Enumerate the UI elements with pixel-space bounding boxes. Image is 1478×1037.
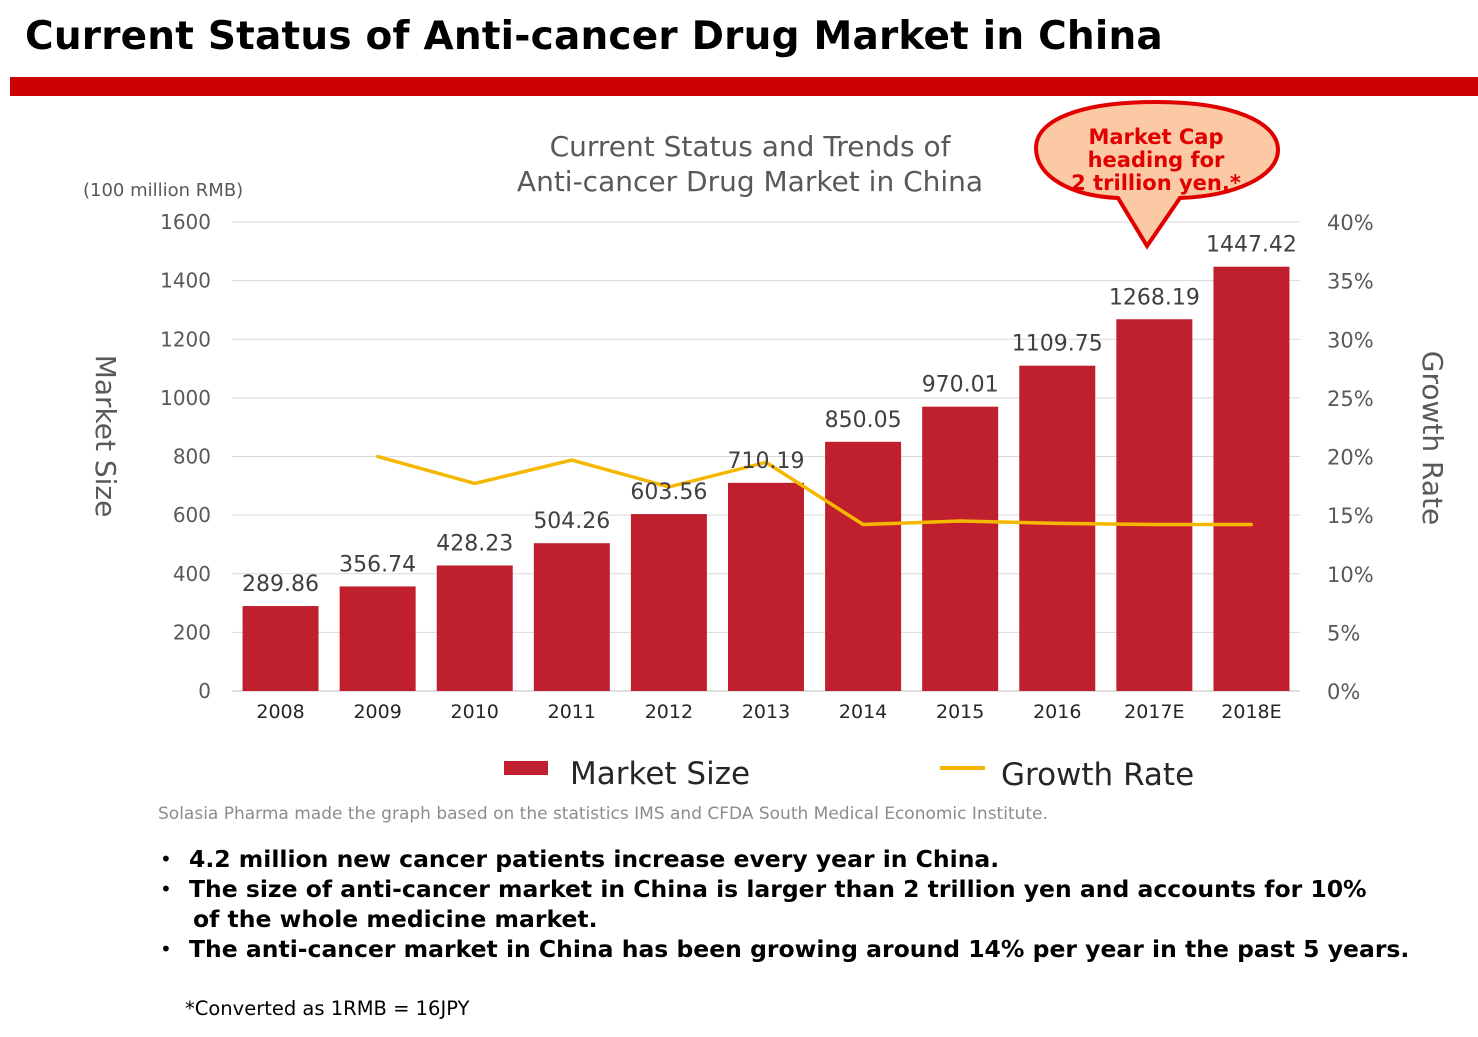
bar-market-size <box>533 543 610 691</box>
bar-value-label: 1447.42 <box>1206 233 1297 258</box>
y2-tick-label: 5% <box>1327 621 1360 645</box>
bar-market-size <box>825 441 902 691</box>
x-tick-label: 2013 <box>742 701 790 723</box>
bar-market-size <box>728 482 804 691</box>
y-tick-label: 800 <box>173 445 211 469</box>
legend: Market Size Growth Rate <box>504 756 1194 793</box>
growth-line-group <box>376 454 1254 527</box>
y-tick-label: 1200 <box>160 327 211 351</box>
y2-tick-label: 40% <box>1327 211 1374 235</box>
bar-value-label: 289.86 <box>242 572 319 597</box>
bullet-list: 4.2 million new cancer patients increase… <box>158 844 1458 964</box>
growth-rate-point <box>570 458 574 462</box>
x-tick-label: 2015 <box>936 701 984 723</box>
x-tick-label: 2018E <box>1221 701 1281 723</box>
callout-shape <box>1033 99 1281 250</box>
growth-rate-point <box>667 485 671 489</box>
bar-market-size <box>1213 266 1290 691</box>
source-note: Solasia Pharma made the graph based on t… <box>158 804 1048 824</box>
title-rule <box>10 77 1478 96</box>
bars <box>242 266 1290 691</box>
bar-value-label: 504.26 <box>533 509 610 534</box>
unit-note: (100 million RMB) <box>83 180 243 201</box>
bullet-text: 4.2 million new cancer patients increase… <box>189 845 1000 873</box>
y-tick-label: 1000 <box>160 386 211 410</box>
bar-market-size <box>1116 319 1193 691</box>
legend-label-growth-rate: Growth Rate <box>1001 757 1194 793</box>
growth-rate-point <box>1249 522 1254 527</box>
x-tick-label: 2016 <box>1033 701 1081 723</box>
bar-value-label: 710.19 <box>728 449 805 474</box>
y2-tick-label: 30% <box>1327 328 1374 352</box>
bullet-text-continued: of the whole medicine market. <box>193 905 598 933</box>
bar-market-size <box>436 565 513 691</box>
bullet-text: The size of anti-cancer market in China … <box>189 875 1367 903</box>
bar-value-label: 356.74 <box>339 552 416 577</box>
chart-title-line1: Current Status and Trends of <box>550 130 952 163</box>
growth-rate-line <box>377 454 1252 527</box>
callout-line1: Market Cap <box>1088 125 1223 149</box>
growth-rate-point <box>764 460 768 464</box>
growth-rate-point <box>376 454 380 459</box>
x-tick-label: 2008 <box>256 701 304 723</box>
growth-rate-point <box>1055 521 1059 525</box>
bar-market-size <box>630 514 707 691</box>
y2-axis-title: Growth Rate <box>1416 351 1449 525</box>
bar-market-size <box>1019 365 1096 691</box>
growth-rate-point <box>958 519 962 523</box>
growth-rate-point <box>473 481 477 486</box>
x-tick-label: 2017E <box>1124 701 1184 723</box>
y-tick-label: 0 <box>198 679 211 703</box>
bar-market-size <box>339 586 416 691</box>
growth-rate-point <box>861 522 865 527</box>
y-tick-label: 400 <box>173 562 211 586</box>
bar-value-label: 850.05 <box>825 408 902 433</box>
bar-value-label: 1268.19 <box>1109 285 1200 310</box>
bullet-text: The anti-cancer market in China has been… <box>189 935 1410 963</box>
y2-tick-label: 0% <box>1327 680 1360 704</box>
y2-tick-label: 15% <box>1327 504 1374 528</box>
legend-swatch-market-size <box>504 761 548 775</box>
bar-value-label: 970.01 <box>922 373 999 398</box>
bar-value-label: 428.23 <box>436 531 513 556</box>
y-tick-label: 1400 <box>160 269 211 293</box>
x-tick-label: 2014 <box>839 701 887 723</box>
y-axis-title: Market Size <box>89 355 122 518</box>
bar-market-size <box>922 406 999 691</box>
x-tick-label: 2011 <box>548 701 596 723</box>
bullet-item: The anti-cancer market in China has been… <box>158 934 1458 964</box>
axes: 0 200 400 600 800 1000 1200 1400 1600 0% 5% 10% 15% 2… <box>160 210 1374 723</box>
callout-line2: heading for <box>1088 148 1225 172</box>
y2-tick-label: 20% <box>1327 446 1374 470</box>
chart-title-line2: Anti-cancer Drug Market in China <box>517 165 983 198</box>
y-tick-label: 600 <box>173 503 211 527</box>
y2-tick-label: 10% <box>1327 563 1374 587</box>
callout-bubble: Market Cap heading for 2 trillion yen.* <box>1033 99 1281 250</box>
x-tick-label: 2012 <box>645 701 693 723</box>
growth-rate-point <box>1152 522 1156 527</box>
x-tick-label: 2009 <box>353 701 401 723</box>
callout-line3: 2 trillion yen.* <box>1071 171 1241 195</box>
y2-tick-label: 35% <box>1327 270 1374 294</box>
y2-tick-label: 25% <box>1327 387 1374 411</box>
bar-market-size <box>242 606 319 691</box>
bar-value-label: 603.56 <box>630 480 707 505</box>
footnote: *Converted as 1RMB = 16JPY <box>185 997 470 1020</box>
bullet-item: 4.2 million new cancer patients increase… <box>158 844 1458 874</box>
data-labels: 289.86 356.74 428.23 504.26 603.56 710.19 850.… <box>242 233 1297 597</box>
page-title: Current Status of Anti-cancer Drug Marke… <box>25 14 1163 59</box>
bar-value-label: 1109.75 <box>1012 332 1103 357</box>
y-tick-label: 200 <box>173 620 211 644</box>
bullet-item: The size of anti-cancer market in China … <box>158 874 1458 934</box>
legend-label-market-size: Market Size <box>570 756 750 792</box>
y-tick-label: 1600 <box>160 210 211 234</box>
x-tick-label: 2010 <box>451 701 499 723</box>
